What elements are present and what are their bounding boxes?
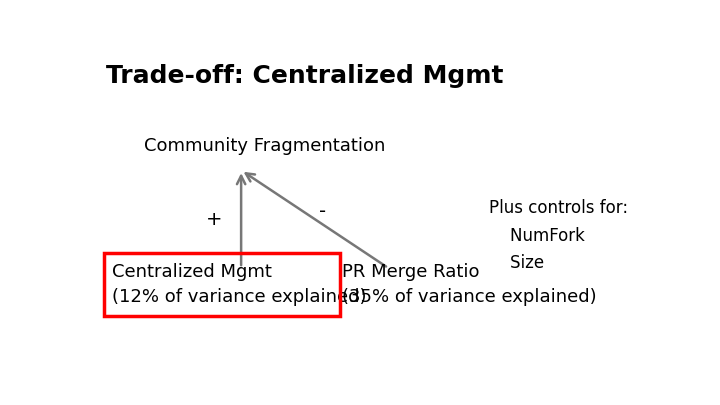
Text: +: + [206, 210, 222, 229]
Text: Centralized Mgmt
(12% of variance explained): Centralized Mgmt (12% of variance explai… [112, 263, 366, 306]
Text: Trade-off: Centralized Mgmt: Trade-off: Centralized Mgmt [106, 64, 503, 88]
Text: PR Merge Ratio
(35% of variance explained): PR Merge Ratio (35% of variance explaine… [342, 263, 596, 306]
Text: Plus controls for:
    NumFork
    Size: Plus controls for: NumFork Size [489, 199, 629, 272]
Text: -: - [319, 202, 326, 221]
Text: Community Fragmentation: Community Fragmentation [144, 137, 386, 155]
Bar [104, 253, 341, 316]
